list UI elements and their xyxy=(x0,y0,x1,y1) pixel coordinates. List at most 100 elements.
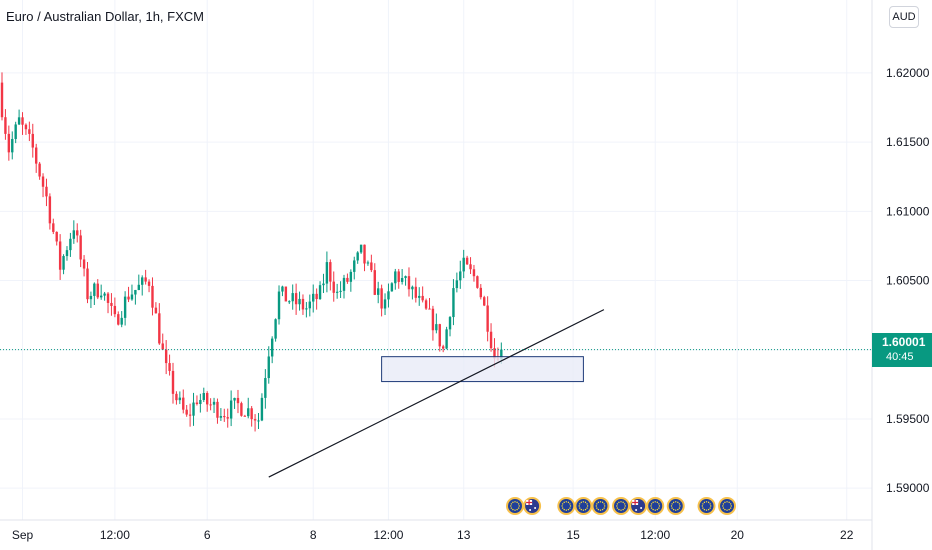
chart-drawings[interactable] xyxy=(268,309,605,478)
candle-body xyxy=(206,393,209,405)
y-tick-label: 1.59500 xyxy=(886,412,930,426)
candle-body xyxy=(370,262,373,271)
candle-body xyxy=(154,307,158,314)
candle-body xyxy=(253,419,257,421)
candle-body xyxy=(500,349,503,360)
candle-body xyxy=(171,370,175,394)
eu-flag-event-icon[interactable] xyxy=(591,497,610,515)
x-tick-label: 22 xyxy=(840,528,854,542)
candle-body xyxy=(106,293,110,303)
candle-body xyxy=(79,235,82,260)
candle-body xyxy=(260,397,264,421)
candle-body xyxy=(472,269,476,277)
chart-grid xyxy=(0,0,872,520)
flag-star xyxy=(597,508,600,511)
candle-body xyxy=(284,286,288,302)
flag-star xyxy=(569,505,572,507)
flag-star xyxy=(654,501,656,503)
flag-star xyxy=(601,501,604,504)
candle-body xyxy=(342,277,346,291)
candle-body xyxy=(223,416,226,418)
economic-event-markers[interactable] xyxy=(506,497,737,515)
eu-flag-event-icon[interactable] xyxy=(506,497,524,515)
flag-star xyxy=(563,501,565,504)
candle-body xyxy=(24,124,28,130)
flag-star xyxy=(599,509,602,511)
eu-flag-event-icon[interactable] xyxy=(718,497,737,515)
candle-body xyxy=(38,163,41,177)
x-tick-label: 12:00 xyxy=(640,528,670,542)
trend-line xyxy=(268,309,605,478)
flag-star xyxy=(534,507,537,509)
candle-body xyxy=(390,283,394,292)
flag-star xyxy=(679,505,681,507)
flag-star xyxy=(675,509,677,511)
flag-star xyxy=(672,501,675,504)
candle-body xyxy=(469,264,472,270)
flag-star xyxy=(512,508,514,511)
flag-star xyxy=(618,501,620,504)
flag-star xyxy=(618,508,620,511)
candle-body xyxy=(414,286,418,298)
flag-star xyxy=(620,509,622,511)
flag-star xyxy=(510,505,512,507)
candle-body xyxy=(493,348,496,359)
candle-body xyxy=(445,329,448,349)
candle-body xyxy=(459,271,462,281)
candle-body xyxy=(462,257,465,272)
flag-star xyxy=(671,507,673,509)
candle-body xyxy=(11,138,14,153)
flag-star xyxy=(709,507,711,509)
candle-body xyxy=(147,281,151,286)
flag-star xyxy=(584,508,587,511)
candle-body xyxy=(377,288,380,295)
x-tick-label: 12:00 xyxy=(373,528,403,542)
x-tick-label: 8 xyxy=(310,528,317,542)
flag-disc xyxy=(668,499,683,513)
eu-flag-event-icon[interactable] xyxy=(666,497,685,515)
y-tick-label: 1.62000 xyxy=(886,66,930,80)
flag-disc xyxy=(699,499,714,513)
au-flag-event-icon[interactable] xyxy=(629,497,648,515)
currency-unit-button[interactable]: AUD xyxy=(889,6,919,28)
eu-flag-event-icon[interactable] xyxy=(646,497,665,515)
au-flag-event-icon[interactable] xyxy=(523,497,542,515)
flag-star xyxy=(510,503,513,505)
x-tick-label: 20 xyxy=(731,528,745,542)
flag-disc xyxy=(593,499,608,513)
flag-star xyxy=(705,501,708,503)
eu-flag-event-icon[interactable] xyxy=(574,497,593,515)
flag-star xyxy=(650,505,652,507)
candle-body xyxy=(120,317,123,325)
flag-star xyxy=(586,507,588,509)
candle-body xyxy=(435,324,438,331)
eu-flag-event-icon[interactable] xyxy=(697,497,716,515)
candle-body xyxy=(301,298,305,310)
flag-star xyxy=(652,508,654,511)
flag-star xyxy=(702,503,704,505)
flag-star xyxy=(701,505,704,507)
flag-star xyxy=(652,501,654,504)
candle-body xyxy=(229,400,233,419)
candle-body xyxy=(216,401,219,418)
candle-body xyxy=(267,356,270,379)
candle-body xyxy=(438,324,441,347)
flag-star xyxy=(579,503,581,505)
candle-body xyxy=(407,276,411,290)
flag-star xyxy=(650,507,653,509)
x-tick-label: 12:00 xyxy=(100,528,130,542)
candle-body xyxy=(431,308,435,331)
candle-body xyxy=(489,331,493,349)
candle-body xyxy=(48,196,52,224)
candle-body xyxy=(455,280,459,289)
flag-star xyxy=(705,509,708,511)
candle-body xyxy=(110,302,113,306)
eu-flag-event-icon[interactable] xyxy=(557,497,576,515)
candle-body xyxy=(192,402,195,416)
flag-star xyxy=(728,508,730,511)
flag-star xyxy=(580,508,582,511)
candle-body xyxy=(195,402,199,405)
eu-flag-event-icon[interactable] xyxy=(612,497,631,515)
